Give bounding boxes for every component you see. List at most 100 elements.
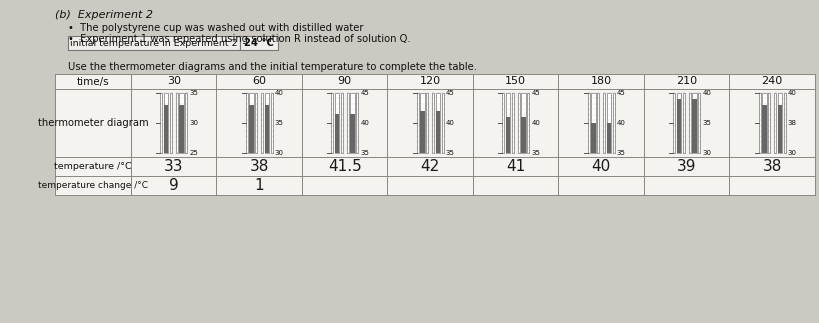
- Text: 45: 45: [531, 90, 540, 96]
- Bar: [170, 93, 171, 153]
- Bar: [255, 93, 257, 153]
- Bar: [346, 93, 348, 153]
- Bar: [435, 93, 440, 153]
- Bar: [691, 93, 696, 153]
- Bar: [590, 123, 595, 153]
- Text: 1: 1: [254, 178, 264, 193]
- Text: 41: 41: [505, 159, 525, 174]
- Text: 40: 40: [531, 120, 540, 126]
- Text: 41.5: 41.5: [328, 159, 361, 174]
- Text: 40: 40: [590, 159, 610, 174]
- Bar: [762, 105, 766, 153]
- Bar: [590, 93, 595, 153]
- Bar: [521, 117, 525, 153]
- Bar: [776, 105, 781, 153]
- Text: 25: 25: [189, 150, 197, 156]
- Text: 24 °C: 24 °C: [244, 38, 274, 48]
- Bar: [355, 93, 358, 153]
- Text: 9: 9: [169, 178, 179, 193]
- Text: 35: 35: [189, 90, 198, 96]
- Bar: [691, 99, 696, 153]
- Text: 40: 40: [787, 90, 795, 96]
- Bar: [676, 99, 681, 153]
- Text: time/s: time/s: [77, 77, 109, 87]
- Bar: [767, 93, 769, 153]
- Bar: [331, 93, 333, 153]
- Bar: [261, 93, 263, 153]
- Text: 210: 210: [676, 77, 696, 87]
- Bar: [432, 93, 434, 153]
- Bar: [265, 93, 269, 153]
- Bar: [603, 93, 604, 153]
- Text: 42: 42: [420, 159, 439, 174]
- Bar: [758, 93, 760, 153]
- Bar: [587, 93, 589, 153]
- Text: 40: 40: [274, 90, 283, 96]
- Text: 39: 39: [676, 159, 695, 174]
- Text: 35: 35: [616, 150, 625, 156]
- Bar: [441, 93, 443, 153]
- Text: 240: 240: [761, 77, 782, 87]
- Text: 60: 60: [252, 77, 266, 87]
- Bar: [341, 93, 342, 153]
- Bar: [511, 93, 514, 153]
- Bar: [783, 93, 785, 153]
- Bar: [435, 111, 440, 153]
- Bar: [527, 93, 528, 153]
- Bar: [612, 93, 614, 153]
- Text: 30: 30: [166, 77, 180, 87]
- Text: 40: 40: [446, 120, 454, 126]
- Text: 35: 35: [360, 150, 369, 156]
- Bar: [350, 93, 355, 153]
- Text: 38: 38: [787, 120, 796, 126]
- Bar: [179, 105, 183, 153]
- Text: 40: 40: [616, 120, 625, 126]
- Text: 90: 90: [337, 77, 351, 87]
- Bar: [682, 93, 684, 153]
- Text: (b)  Experiment 2: (b) Experiment 2: [55, 10, 153, 20]
- Text: 30: 30: [189, 120, 198, 126]
- Text: 38: 38: [249, 159, 269, 174]
- Bar: [420, 111, 424, 153]
- Bar: [606, 123, 610, 153]
- Bar: [762, 93, 766, 153]
- Text: 40: 40: [701, 90, 710, 96]
- Text: temperature change /°C: temperature change /°C: [38, 181, 147, 190]
- Bar: [698, 93, 699, 153]
- Bar: [676, 93, 681, 153]
- Bar: [501, 93, 504, 153]
- Bar: [164, 93, 168, 153]
- Bar: [606, 93, 610, 153]
- Bar: [185, 93, 187, 153]
- Bar: [249, 105, 253, 153]
- Text: 35: 35: [274, 120, 283, 126]
- Bar: [672, 93, 674, 153]
- Text: 35: 35: [531, 150, 540, 156]
- Bar: [68, 36, 240, 50]
- Bar: [265, 105, 269, 153]
- Text: temperature /°C: temperature /°C: [54, 162, 132, 171]
- Bar: [420, 93, 424, 153]
- Bar: [249, 93, 253, 153]
- Text: 35: 35: [701, 120, 710, 126]
- Text: thermometer diagram: thermometer diagram: [38, 118, 148, 128]
- Bar: [596, 93, 599, 153]
- Bar: [246, 93, 247, 153]
- Bar: [426, 93, 428, 153]
- Bar: [160, 93, 162, 153]
- Text: Use the thermometer diagrams and the initial temperature to complete the table.: Use the thermometer diagrams and the ini…: [68, 62, 477, 72]
- Bar: [350, 114, 355, 153]
- Text: 38: 38: [762, 159, 781, 174]
- Bar: [505, 93, 509, 153]
- Bar: [334, 114, 339, 153]
- Text: 45: 45: [616, 90, 625, 96]
- Text: 30: 30: [274, 150, 283, 156]
- Bar: [521, 93, 525, 153]
- Bar: [270, 93, 273, 153]
- Text: •  Experiment 1 was repeated using solution R instead of solution Q.: • Experiment 1 was repeated using soluti…: [68, 34, 410, 44]
- Bar: [179, 93, 183, 153]
- Bar: [416, 93, 419, 153]
- Text: 30: 30: [787, 150, 796, 156]
- Text: 45: 45: [360, 90, 369, 96]
- Text: 150: 150: [505, 77, 526, 87]
